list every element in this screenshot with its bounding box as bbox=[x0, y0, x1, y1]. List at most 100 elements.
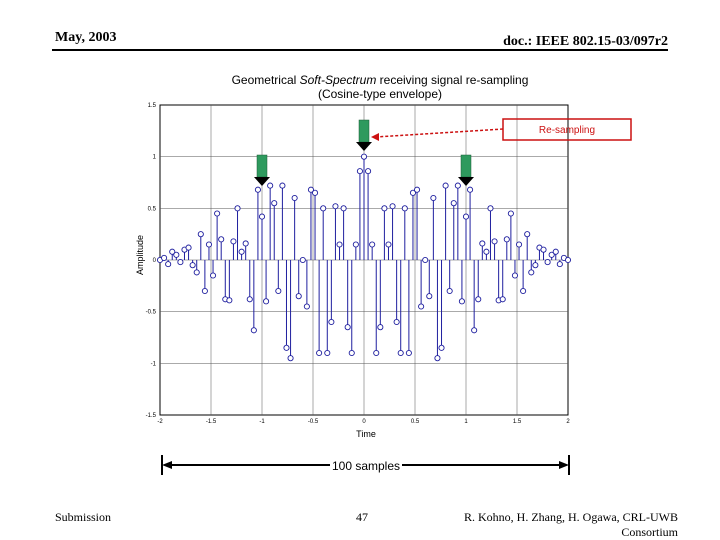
stem-marker bbox=[511, 272, 519, 279]
header-rule bbox=[52, 49, 668, 51]
resample-arrow-shaft bbox=[358, 119, 370, 143]
stem-marker bbox=[201, 287, 208, 295]
stem-marker bbox=[373, 349, 380, 357]
stem-marker bbox=[267, 182, 274, 189]
tick-labels: -2 -1.5 -1 -0.5 0 0.5 1 1.5 21.510.50-0.5-1-1.5 bbox=[146, 103, 571, 425]
resampling-pointer-head bbox=[371, 133, 379, 141]
y-tick-label: 0.5 bbox=[148, 206, 157, 212]
resampling-label: Re-sampling bbox=[539, 125, 595, 136]
y-tick-label: -1.5 bbox=[146, 413, 157, 419]
stem-marker bbox=[307, 186, 315, 193]
stem-marker bbox=[173, 251, 180, 258]
stem-marker bbox=[556, 261, 563, 268]
resample-arrow-shaft bbox=[256, 154, 268, 178]
stem-marker bbox=[360, 153, 368, 160]
stem-marker bbox=[336, 241, 343, 248]
stem-marker bbox=[332, 203, 339, 210]
stem-marker bbox=[462, 213, 470, 220]
stem-marker bbox=[189, 262, 196, 269]
stem-marker bbox=[234, 205, 241, 212]
stem-marker bbox=[397, 349, 404, 357]
stem-marker bbox=[418, 303, 425, 310]
stem-marker bbox=[520, 287, 527, 295]
stem-marker bbox=[311, 189, 319, 196]
stem-marker bbox=[471, 327, 478, 334]
stem-marker bbox=[320, 205, 327, 212]
stem-marker bbox=[238, 248, 245, 255]
chart-title: Geometrical Soft-Spectrum receiving sign… bbox=[180, 73, 580, 87]
resample-arrow-shaft bbox=[460, 154, 472, 178]
stem-marker bbox=[479, 240, 486, 247]
footer-submission: Submission bbox=[55, 510, 112, 524]
stem-marker bbox=[258, 213, 266, 220]
stem-marker bbox=[328, 318, 335, 326]
resample-arrow-head bbox=[356, 142, 372, 151]
stem-marker bbox=[214, 210, 221, 217]
stem-marker bbox=[389, 203, 396, 210]
stem-marker bbox=[450, 200, 457, 207]
header-doc-id: doc.: IEEE 802.15-03/097r2 bbox=[503, 34, 668, 49]
span-arrow-left bbox=[162, 461, 172, 469]
stem-marker bbox=[161, 254, 168, 261]
stem-marker bbox=[271, 200, 278, 207]
stem-marker bbox=[483, 248, 490, 255]
stem-marker bbox=[467, 186, 474, 193]
stem-marker bbox=[279, 182, 286, 189]
stem-marker bbox=[344, 324, 351, 331]
stem-marker bbox=[503, 236, 510, 243]
stem-marker bbox=[524, 231, 531, 238]
stem-marker bbox=[381, 205, 388, 212]
stem-marker bbox=[291, 194, 298, 202]
chart-subtitle: (Cosine-type envelope) bbox=[317, 87, 443, 101]
stem-marker bbox=[458, 298, 465, 305]
stems bbox=[156, 153, 572, 362]
x-tick-label: 1.5 bbox=[513, 419, 522, 425]
resample-arrow-head bbox=[458, 177, 474, 186]
stem-marker bbox=[324, 349, 331, 357]
y-tick-label: 1 bbox=[153, 155, 157, 161]
stem-marker bbox=[348, 349, 355, 357]
stem-marker bbox=[552, 248, 559, 255]
stem-marker bbox=[369, 241, 376, 248]
y-tick-label: 0 bbox=[153, 258, 157, 264]
stem-marker bbox=[532, 262, 539, 269]
stem-marker bbox=[430, 194, 437, 202]
stem-marker bbox=[393, 318, 400, 326]
stem-marker bbox=[401, 205, 408, 212]
stem-marker bbox=[564, 256, 572, 264]
y-axis-label: Amplitude bbox=[135, 235, 145, 275]
stem-marker bbox=[275, 287, 282, 295]
stem-marker bbox=[218, 236, 225, 243]
x-tick-label: 1 bbox=[464, 419, 468, 425]
stem-marker bbox=[205, 241, 213, 248]
stem-marker bbox=[283, 344, 290, 351]
stem-marker bbox=[491, 238, 498, 245]
x-tick-label: 2 bbox=[566, 419, 570, 425]
stem-marker bbox=[165, 261, 172, 268]
header-date: May, 2003 bbox=[55, 30, 117, 45]
resampling-pointer bbox=[375, 128, 504, 138]
stem-marker bbox=[385, 241, 392, 248]
stem-marker bbox=[226, 297, 233, 304]
stem-marker bbox=[340, 205, 347, 212]
stem-marker bbox=[540, 246, 547, 253]
stem-marker bbox=[299, 256, 306, 264]
resample-arrow-head bbox=[254, 177, 270, 186]
stem-marker bbox=[242, 240, 249, 247]
stem-marker bbox=[405, 349, 412, 357]
y-tick-label: -1 bbox=[151, 361, 157, 367]
y-tick-label: -0.5 bbox=[146, 310, 157, 316]
stem-marker bbox=[413, 186, 421, 193]
stem-marker bbox=[185, 244, 192, 251]
y-tick-label: 1.5 bbox=[148, 103, 157, 109]
span-label: 100 samples bbox=[332, 459, 400, 473]
chart-title-emphasis: Soft-Spectrum bbox=[299, 73, 377, 87]
stem-marker bbox=[250, 327, 257, 334]
stem-marker bbox=[246, 296, 253, 303]
stem-marker bbox=[254, 186, 261, 193]
resample-arrows bbox=[254, 119, 474, 186]
stem-marker bbox=[287, 355, 294, 362]
stem-marker bbox=[316, 349, 323, 357]
x-tick-label: 0.5 bbox=[411, 419, 420, 425]
stem-marker bbox=[487, 205, 494, 212]
